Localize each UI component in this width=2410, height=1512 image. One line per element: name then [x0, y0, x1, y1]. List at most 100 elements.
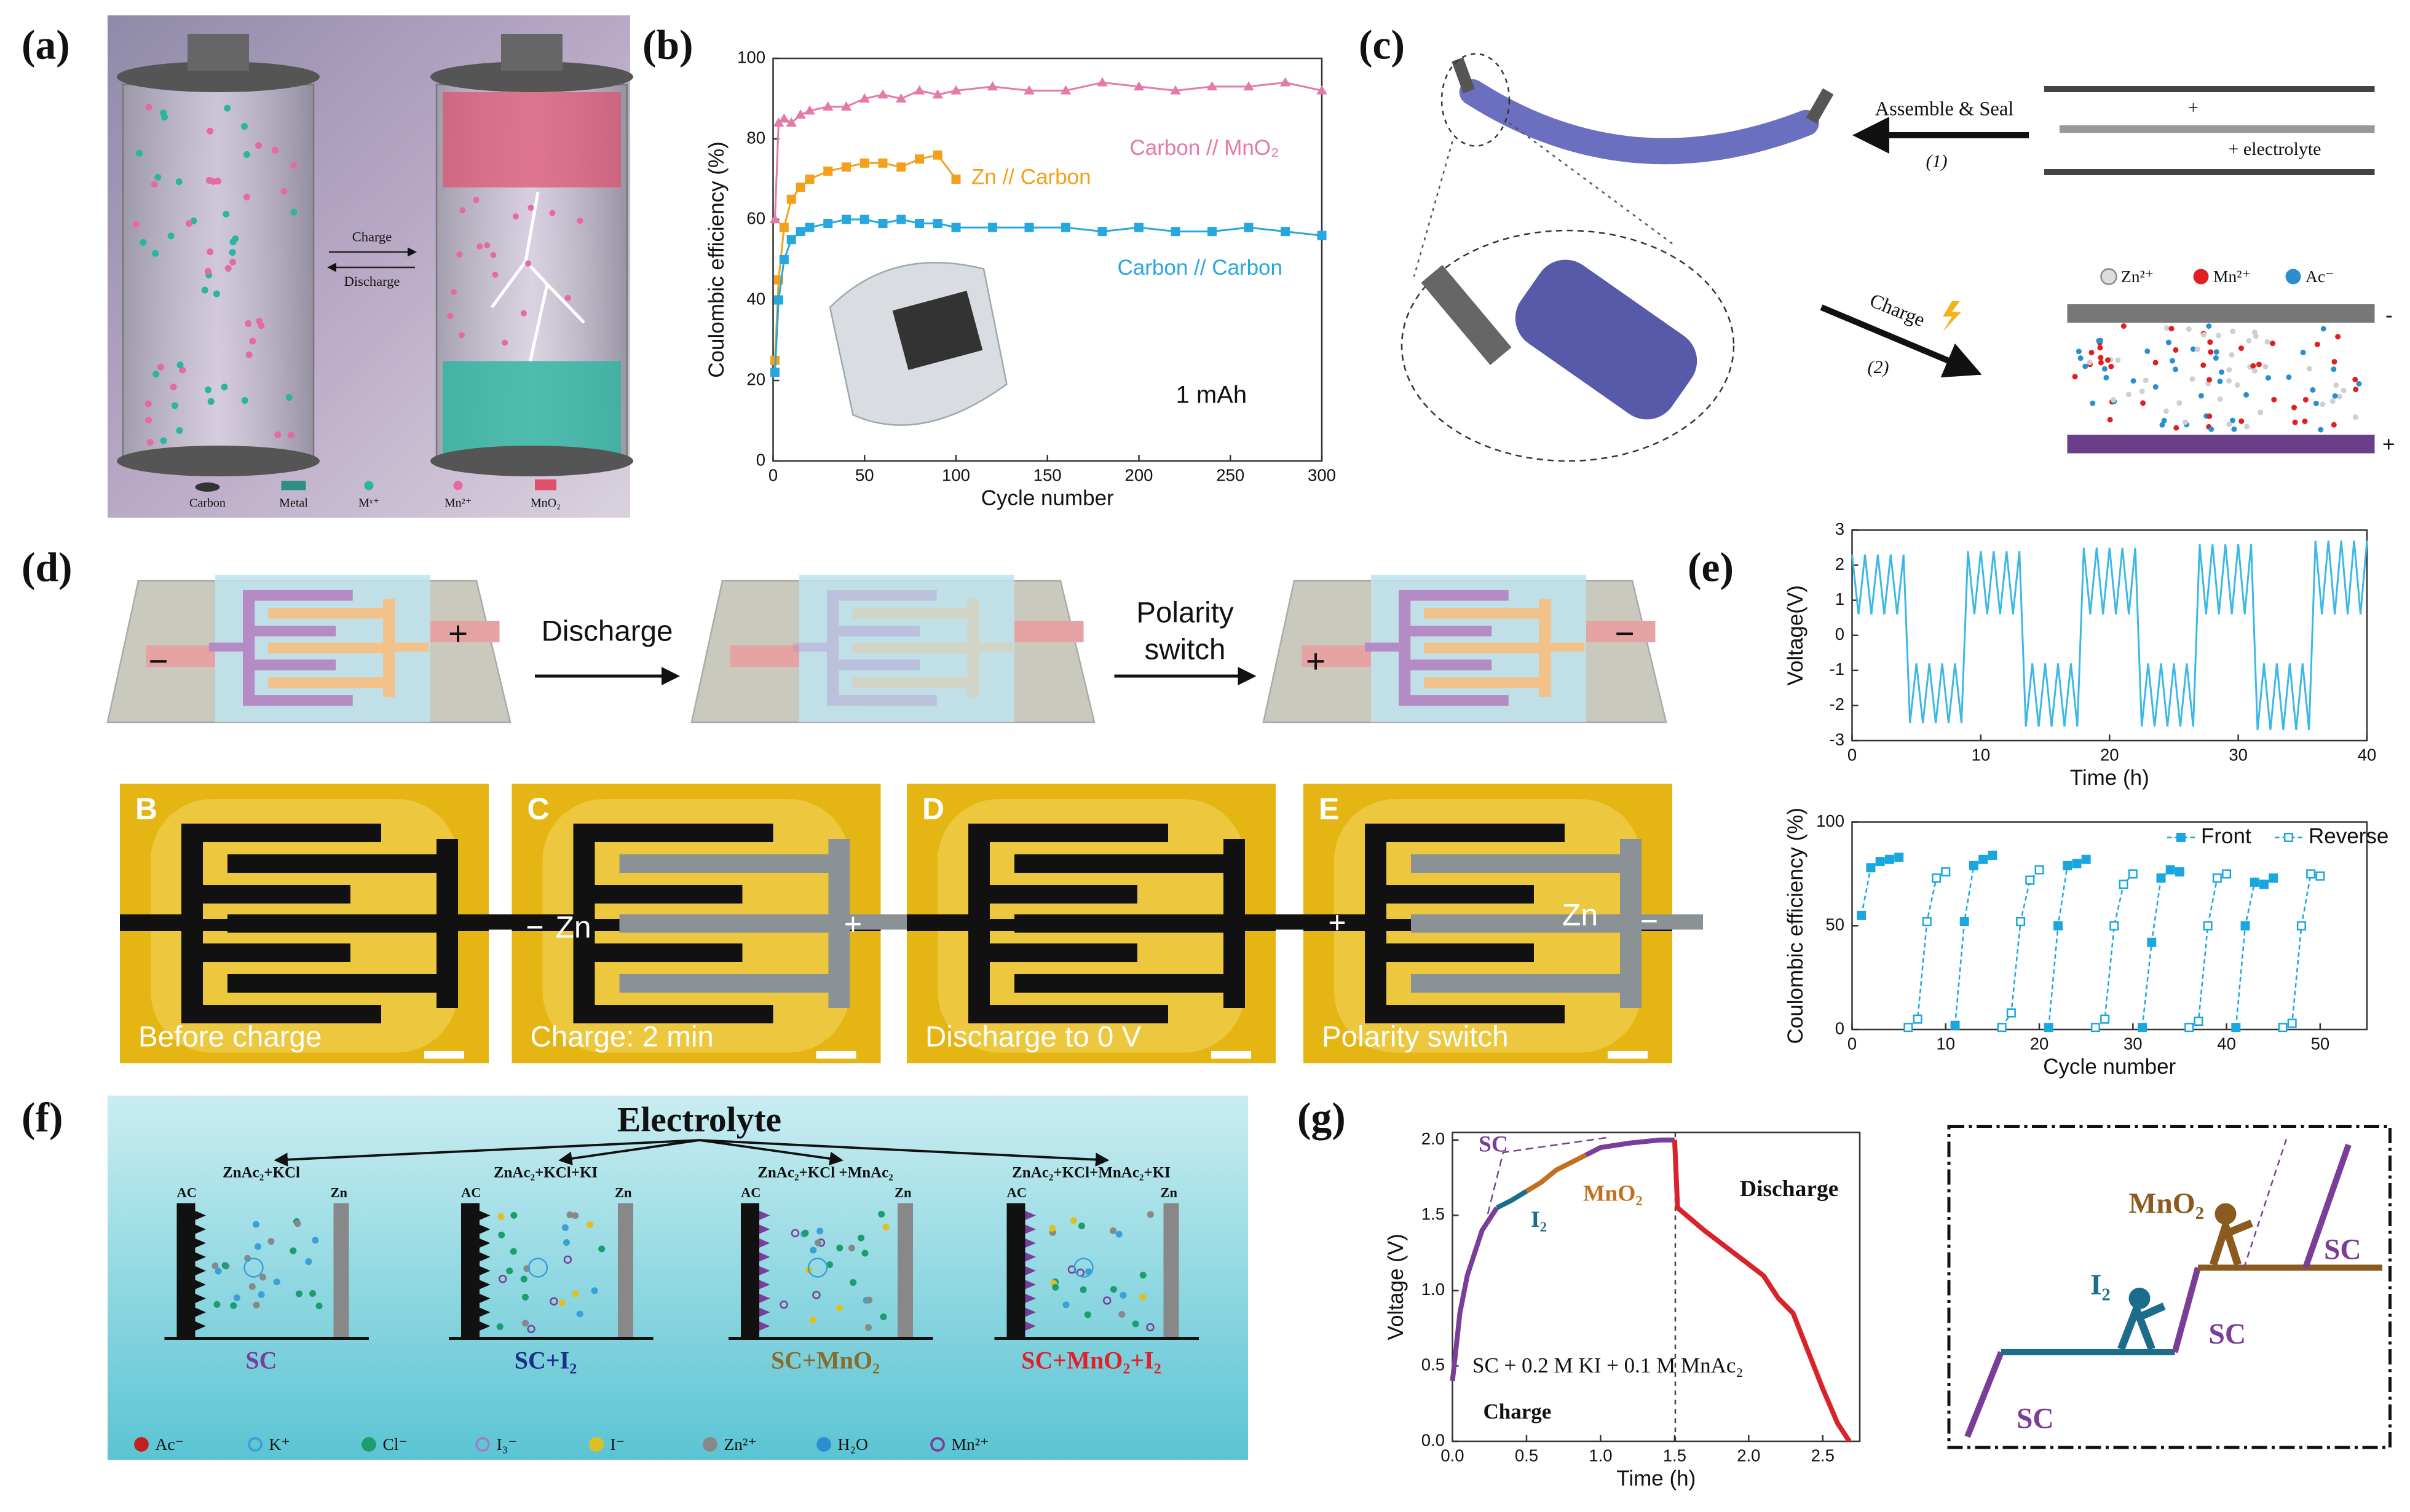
marker — [2034, 865, 2044, 875]
particle — [2291, 404, 2297, 411]
particle — [2207, 377, 2213, 383]
legend-label: Mn²⁺ — [2213, 267, 2251, 286]
marker — [987, 222, 997, 232]
marker — [823, 166, 833, 176]
x-tick-label: 10 — [1936, 1034, 1955, 1053]
marker — [933, 219, 942, 229]
particle — [229, 258, 237, 266]
particle — [2144, 348, 2151, 354]
legend-marker — [2176, 833, 2186, 842]
particle — [1147, 1211, 1154, 1218]
marker — [2222, 869, 2232, 879]
x-axis-label: Cycle number — [981, 486, 1114, 510]
battery-terminal — [501, 34, 563, 71]
step-number: (1) — [1926, 151, 1948, 171]
x-tick-label: 40 — [2217, 1034, 2236, 1053]
marker — [2090, 1023, 2100, 1033]
marker — [2063, 860, 2072, 870]
panel-label: (c) — [1359, 22, 1405, 68]
cell-label: SC+MnO₂ — [771, 1347, 880, 1374]
figure-icon — [2117, 1298, 2166, 1351]
marker — [1171, 227, 1180, 237]
step-label: switch — [1145, 634, 1226, 666]
arrow — [1820, 304, 1982, 378]
legend-icon — [453, 481, 463, 490]
battery-left — [117, 34, 320, 476]
particle — [273, 1278, 280, 1286]
marker — [1959, 916, 1969, 926]
fiber-section — [1515, 259, 1697, 420]
tab — [430, 621, 500, 642]
particle — [2246, 337, 2252, 344]
particle — [809, 1317, 816, 1324]
x-tick-label: 0 — [768, 465, 778, 484]
particle — [1132, 1320, 1139, 1328]
anode — [2067, 304, 2375, 323]
particle — [2333, 382, 2339, 388]
photo-label: + — [1328, 905, 1346, 940]
marker — [2296, 921, 2306, 931]
marker — [896, 215, 906, 224]
particle — [2332, 393, 2338, 399]
particle — [249, 337, 256, 345]
plot-frame — [1452, 1132, 1861, 1443]
particle — [2165, 339, 2171, 345]
marker — [2044, 1023, 2053, 1033]
particle — [248, 1283, 256, 1290]
particle — [2265, 375, 2271, 381]
particle — [880, 1313, 887, 1321]
photo-label: Zn — [555, 910, 591, 945]
particle — [245, 320, 252, 327]
marker — [2138, 1023, 2147, 1033]
photo-caption: Polarity switch — [1322, 1021, 1509, 1053]
particle — [160, 437, 167, 444]
marker — [1884, 854, 1894, 864]
marker — [2259, 880, 2269, 889]
marker — [915, 154, 925, 164]
legend-icon — [364, 481, 374, 490]
marker — [1244, 222, 1254, 232]
particle — [2234, 382, 2240, 388]
legend-label: K⁺ — [269, 1435, 290, 1454]
particle — [241, 123, 248, 130]
battery-cap — [430, 61, 633, 92]
y-tick-label: 0.5 — [1421, 1355, 1445, 1374]
particle — [2251, 329, 2258, 336]
marker — [805, 222, 815, 232]
particle — [2292, 419, 2298, 425]
particle — [2125, 392, 2131, 398]
marker — [2081, 854, 2091, 864]
y-tick-label: 1 — [1835, 589, 1844, 608]
marker — [1207, 227, 1217, 237]
marker — [2250, 877, 2259, 887]
marker — [914, 85, 925, 95]
ion — [195, 1266, 206, 1275]
particle — [2173, 347, 2179, 353]
marker — [859, 93, 870, 103]
annotation: SC + 0.2 M KI + 0.1 M MnAc₂ — [1472, 1353, 1744, 1377]
ion — [480, 1238, 491, 1248]
legend-icon — [589, 1437, 604, 1452]
y-tick-label: -2 — [1830, 695, 1844, 714]
particle — [2206, 323, 2212, 329]
particle — [296, 1290, 303, 1297]
particle — [527, 205, 534, 211]
ion — [759, 1294, 770, 1303]
ion — [480, 1266, 491, 1275]
particle — [802, 1229, 809, 1237]
x-tick-label: 20 — [2100, 745, 2119, 764]
particle — [525, 260, 532, 267]
photo-letter: C — [527, 792, 550, 826]
particle — [2329, 398, 2336, 404]
x-tick-label: 0 — [1847, 1034, 1857, 1053]
particle — [447, 313, 454, 320]
marker — [823, 219, 833, 229]
legend: Ac⁻ K⁺ Cl⁻ I₃⁻ I⁻ Zn²⁺ H₂O Mn²⁺ — [134, 1435, 989, 1454]
series-label: MnO₂ — [1583, 1181, 1643, 1207]
x-tick-label: 0.0 — [1440, 1446, 1464, 1465]
ac-electrode — [176, 1203, 196, 1339]
particle — [878, 1210, 885, 1218]
particle — [2238, 345, 2244, 352]
legend-marker — [2284, 833, 2293, 842]
panel-label: (e) — [1688, 544, 1734, 590]
